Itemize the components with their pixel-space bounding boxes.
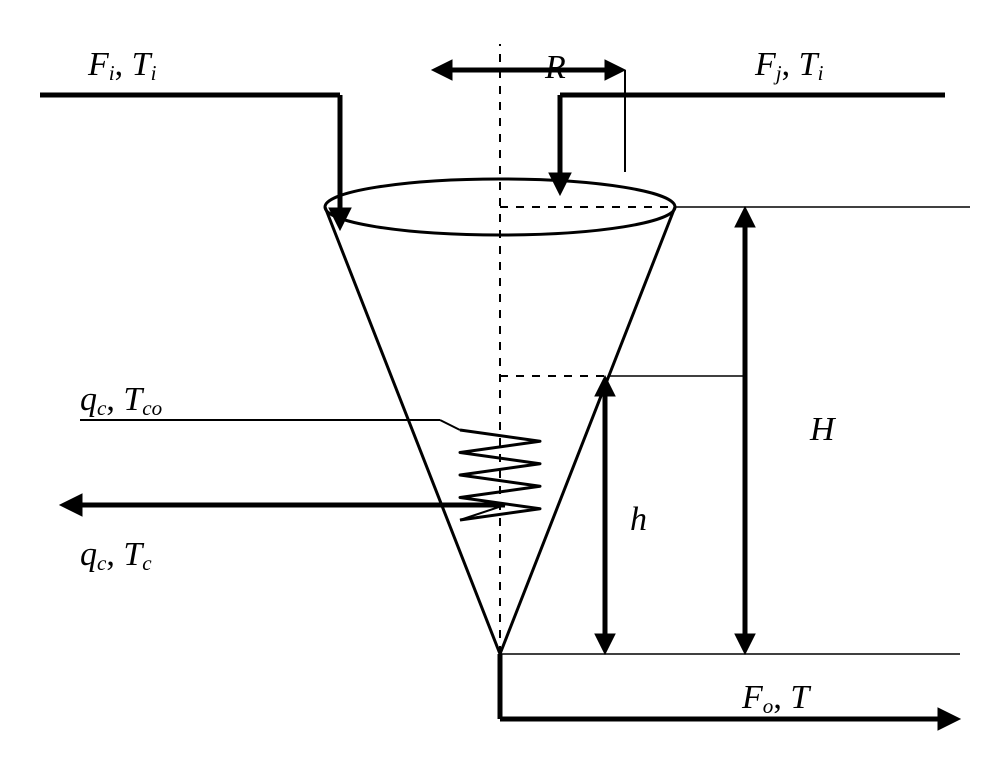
svg-text:Fo, T: Fo, T bbox=[741, 679, 811, 718]
svg-text:Fi, Ti: Fi, Ti bbox=[87, 46, 157, 85]
svg-text:h: h bbox=[630, 501, 647, 538]
svg-text:Fj, Ti: Fj, Ti bbox=[754, 46, 824, 85]
svg-text:H: H bbox=[809, 411, 837, 448]
svg-text:qc, Tc: qc, Tc bbox=[80, 536, 152, 575]
svg-text:qc, Tco: qc, Tco bbox=[80, 381, 162, 420]
svg-text:R: R bbox=[544, 49, 566, 86]
